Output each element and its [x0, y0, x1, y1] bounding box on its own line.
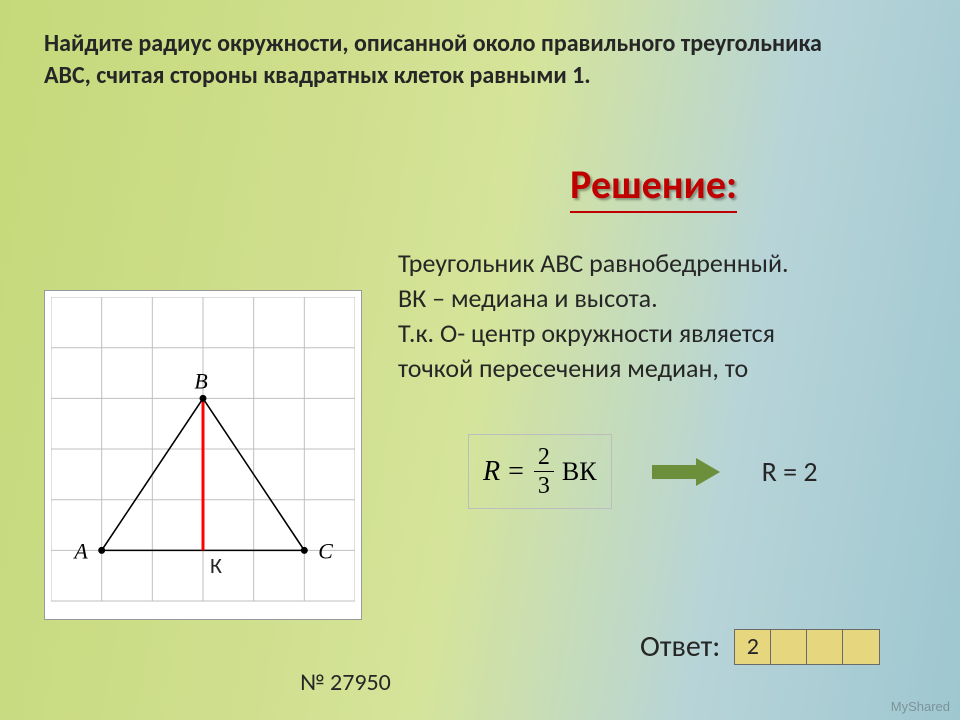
problem-line-1: Найдите радиус окружности, описанной око…	[44, 28, 900, 60]
arrow-icon	[652, 458, 722, 486]
explain-l1: Треугольник АВС равнобедренный.	[398, 246, 938, 281]
explanation: Треугольник АВС равнобедренный. ВК – мед…	[398, 246, 938, 386]
formula-num: 2	[534, 445, 554, 472]
formula-R: R	[483, 456, 500, 488]
answer-cell-3	[843, 630, 879, 664]
figure-label-k: К	[210, 552, 222, 579]
figure-svg: A B C	[51, 297, 355, 613]
svg-text:B: B	[194, 369, 207, 393]
svg-text:C: C	[318, 539, 333, 563]
answer-cell-2	[807, 630, 843, 664]
answer-boxes: 2	[734, 629, 880, 665]
figure: A B C	[44, 290, 362, 620]
answer-cell-1	[771, 630, 807, 664]
answer-cell-0: 2	[735, 630, 771, 664]
formula: R = 2 3 ВК	[468, 434, 612, 509]
svg-text:A: A	[72, 539, 88, 563]
formula-fraction: 2 3	[534, 445, 554, 498]
formula-den: 3	[538, 472, 550, 498]
explain-l2: ВК – медиана и высота.	[398, 281, 938, 316]
watermark: MyShared	[891, 699, 950, 714]
problem-line-2: ABC, считая стороны квадратных клеток ра…	[44, 60, 900, 92]
result-r: R = 2	[762, 454, 818, 489]
answer-label: Ответ:	[640, 628, 720, 665]
formula-row: R = 2 3 ВК R = 2	[468, 434, 818, 509]
formula-eq: =	[508, 456, 524, 488]
solution-heading: Решение:	[570, 160, 737, 209]
formula-bk: ВК	[562, 457, 597, 487]
task-number: № 27950	[300, 668, 391, 697]
explain-l3: Т.к. О- центр окружности является	[398, 316, 938, 351]
explain-l4: точкой пересечения медиан, то	[398, 351, 938, 386]
answer-row: Ответ: 2	[640, 628, 880, 665]
problem-statement: Найдите радиус окружности, описанной око…	[0, 0, 960, 93]
